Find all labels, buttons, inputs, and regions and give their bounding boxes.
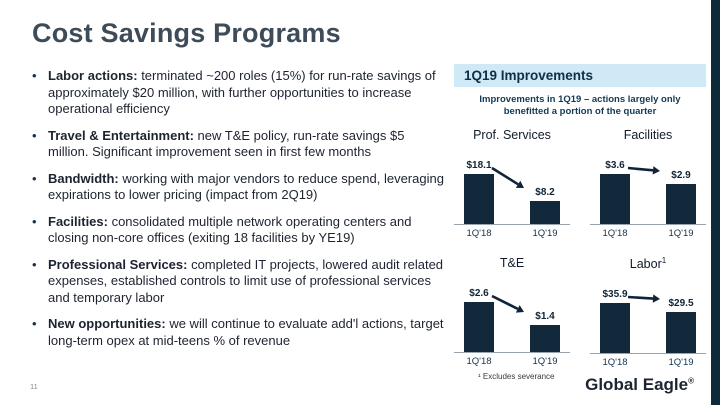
slide-number: 11	[30, 382, 38, 391]
decrease-arrow-icon	[491, 166, 524, 188]
chart-plot: $3.6 $2.9	[590, 144, 706, 225]
bar-value-label: $1.4	[535, 311, 555, 322]
bullet-item-new-opportunities: • New opportunities: we will continue to…	[32, 316, 446, 349]
bullet-body: completed IT projects, lowered audit rel…	[48, 256, 444, 305]
bar-chart-labor: Labor1 $35.9 $29.5 1Q'18 1Q'19	[590, 256, 706, 371]
slide-title: Cost Savings Programs	[32, 18, 341, 48]
x-axis-label: 1Q'19	[668, 228, 694, 239]
bar-chart-te: T&E $2.6 $1.4 1Q'18 1Q'19	[454, 256, 570, 371]
bullet-body: new T&E policy, run-rate savings $5 mill…	[48, 127, 405, 160]
chart-title: Prof. Services	[473, 128, 551, 142]
x-axis-label: 1Q'19	[532, 228, 558, 239]
bullet-marker: •	[32, 127, 37, 143]
bullet-body: we will continue to evaluate add'l actio…	[48, 316, 444, 348]
panel-subtitle: Improvements in 1Q19 – actions largely o…	[479, 94, 681, 117]
bullet-body: consolidated multiple network operating …	[48, 213, 412, 246]
chart-plot: $2.6 $1.4	[454, 272, 570, 353]
bullet-lead: New opportunities:	[48, 316, 166, 331]
bar-value-label: $29.5	[668, 298, 694, 310]
bar-value-label: $8.2	[535, 187, 555, 198]
bar-value-label: $18.1	[466, 160, 492, 171]
bullet-item-labor-actions: • Labor actions: terminated ~200 roles (…	[32, 68, 446, 118]
bullet-lead: Bandwidth:	[48, 170, 119, 186]
bullet-item-bandwidth: • Bandwidth: working with major vendors …	[32, 171, 446, 204]
x-axis-label: 1Q'19	[532, 356, 558, 367]
bullet-marker: •	[32, 316, 37, 331]
charts-grid: Prof. Services $18.1 $8.2 1Q'18 1Q'19 Fa…	[454, 128, 706, 371]
bullet-text: Professional Services: completed IT proj…	[48, 257, 446, 307]
bullet-text: Bandwidth: working with major vendors to…	[48, 171, 446, 204]
bullet-item-travel-entertainment: • Travel & Entertainment: new T&E policy…	[32, 128, 446, 161]
bar-1q18	[600, 303, 630, 354]
bullet-lead: Labor actions:	[48, 68, 138, 83]
x-axis-labels: 1Q'18 1Q'19	[454, 228, 570, 242]
bar-chart-facilities: Facilities $3.6 $2.9 1Q'18 1Q'19	[590, 128, 706, 242]
bar-1q19	[530, 201, 560, 224]
bar-1q18	[600, 174, 630, 224]
panel-header: 1Q19 Improvements	[454, 64, 706, 87]
bullet-text: Travel & Entertainment: new T&E policy, …	[48, 128, 446, 161]
improvements-panel: 1Q19 Improvements Improvements in 1Q19 –…	[454, 64, 706, 371]
chart-plot: $18.1 $8.2	[454, 144, 570, 225]
bar-1q19	[666, 312, 696, 354]
bullet-marker: •	[32, 68, 37, 83]
bar-1q19	[666, 184, 696, 224]
chart-title: T&E	[499, 256, 525, 270]
bullet-text: New opportunities: we will continue to e…	[48, 316, 446, 349]
x-axis-label: 1Q'18	[602, 357, 628, 369]
x-axis-label: 1Q'19	[668, 357, 694, 369]
bullet-marker: •	[32, 256, 37, 272]
chart-title-text: Labor	[629, 257, 662, 272]
bullet-list: • Labor actions: terminated ~200 roles (…	[32, 68, 446, 359]
bullet-lead: Professional Services:	[48, 256, 188, 272]
global-eagle-logo: Global Eagle®	[585, 375, 694, 395]
decrease-arrow-icon	[627, 294, 660, 303]
x-axis-labels: 1Q'18 1Q'19	[454, 356, 570, 370]
x-axis-label: 1Q'18	[466, 356, 492, 367]
bullet-item-facilities: • Facilities: consolidated multiple netw…	[32, 214, 446, 247]
chart-plot: $35.9 $29.5	[590, 273, 706, 355]
bar-1q18	[464, 174, 494, 224]
x-axis-label: 1Q'18	[466, 228, 492, 239]
bullet-text: Labor actions: terminated ~200 roles (15…	[48, 68, 446, 118]
chart-title: Labor1	[590, 256, 706, 271]
x-axis-label: 1Q'18	[602, 228, 628, 239]
registered-mark: ®	[688, 376, 694, 386]
bullet-body: terminated ~200 roles (15%) for run-rate…	[48, 68, 436, 116]
bar-1q18	[464, 302, 494, 352]
bullet-lead: Facilities:	[48, 213, 108, 229]
decrease-arrow-icon	[491, 294, 524, 313]
bar-value-label: $2.6	[469, 288, 489, 299]
chart-title: Facilities	[623, 128, 673, 142]
footnote-marker: 1	[661, 256, 667, 265]
x-axis-labels: 1Q'18 1Q'19	[590, 228, 706, 242]
logo-text: Global Eagle	[585, 375, 689, 394]
bar-chart-prof-services: Prof. Services $18.1 $8.2 1Q'18 1Q'19	[454, 128, 570, 242]
bullet-marker: •	[32, 213, 37, 229]
decrease-arrow-icon	[627, 166, 660, 175]
bullet-item-professional-services: • Professional Services: completed IT pr…	[32, 257, 446, 307]
bullet-text: Facilities: consolidated multiple networ…	[48, 214, 446, 247]
bar-value-label: $2.9	[671, 170, 691, 181]
slide-edge-strip	[711, 0, 720, 405]
bullet-marker: •	[32, 170, 37, 186]
bar-value-label: $35.9	[602, 289, 628, 301]
x-axis-labels: 1Q'18 1Q'19	[590, 357, 706, 371]
bar-1q19	[530, 325, 560, 352]
bullet-lead: Travel & Entertainment:	[48, 127, 194, 143]
footnote: ¹ Excludes severance	[478, 372, 555, 381]
bar-value-label: $3.6	[605, 160, 625, 171]
bullet-body: working with major vendors to reduce spe…	[48, 170, 444, 203]
